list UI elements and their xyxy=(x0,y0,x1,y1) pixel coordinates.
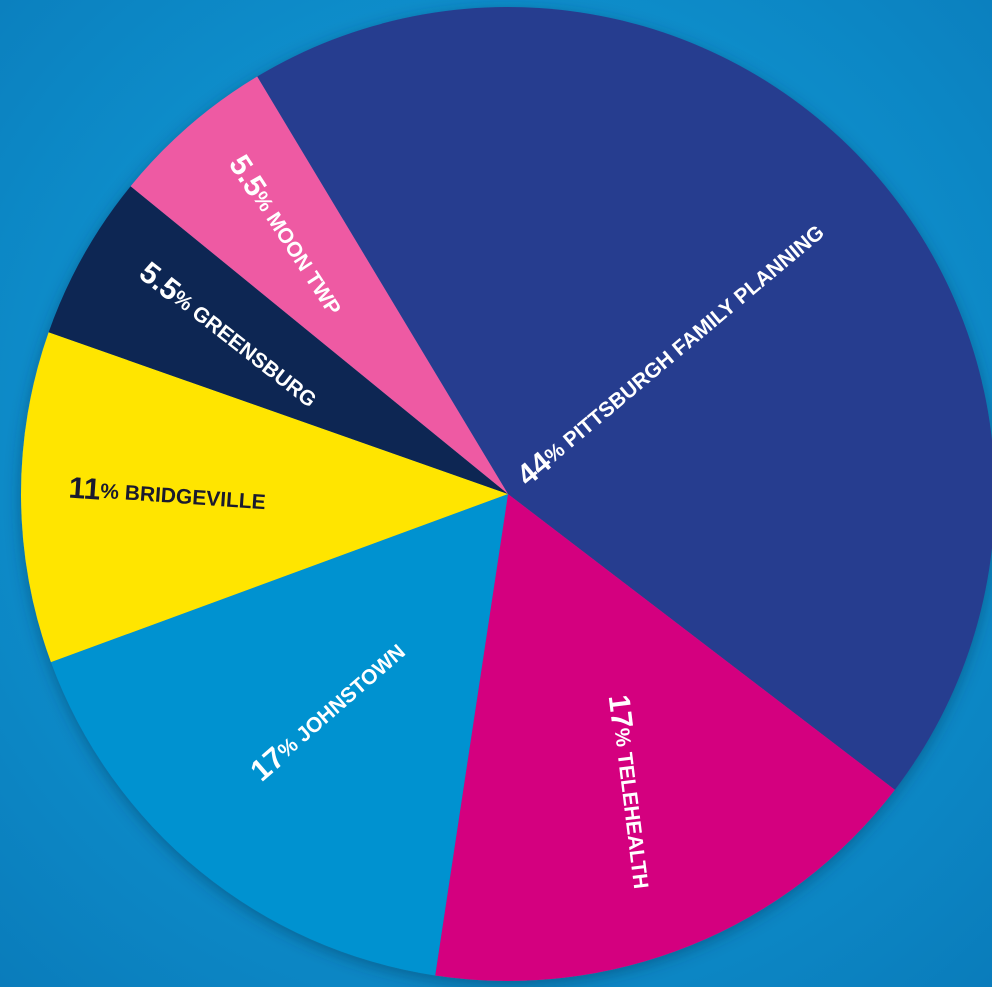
slice-percent: 17 xyxy=(602,693,639,730)
pie-slice-telehealth xyxy=(435,494,895,981)
pie-slice-bridgeville xyxy=(20,332,509,663)
slice-label-bridgeville: 11% BRIDGEVILLE xyxy=(68,471,267,518)
pie-slice-moon-twp xyxy=(130,76,508,495)
pie-slice-johnstown xyxy=(50,494,509,976)
slice-percent-symbol: % xyxy=(610,727,636,754)
pie-slice-pittsburgh-family-planning xyxy=(257,7,992,790)
slice-percent-symbol: % xyxy=(100,479,126,504)
slice-percent: 11 xyxy=(68,471,102,506)
pie-slice-greensburg xyxy=(48,186,508,495)
